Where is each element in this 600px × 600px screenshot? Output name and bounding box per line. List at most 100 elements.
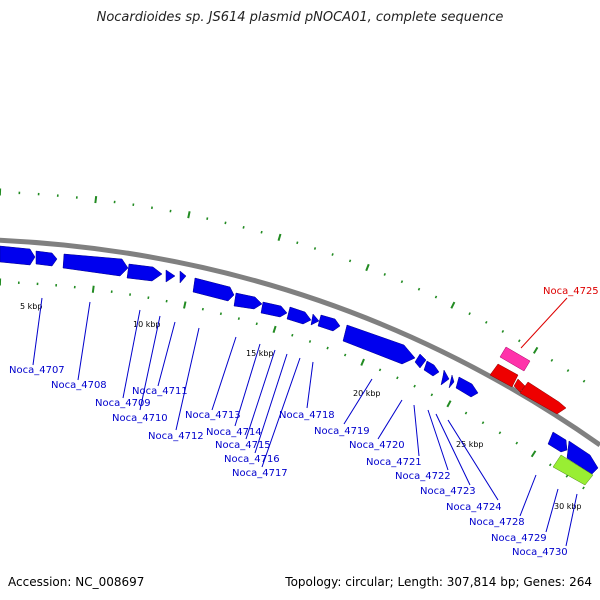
scale-label: 30 kbp <box>554 502 582 511</box>
gene-label[interactable]: Noca_4707 <box>9 365 65 376</box>
scale-label: 5 kbp <box>20 302 42 311</box>
leader-line <box>139 315 161 411</box>
leader-line <box>254 353 288 454</box>
green-feature[interactable] <box>552 454 594 486</box>
leader-line <box>32 297 43 366</box>
scale-tick <box>485 320 488 324</box>
scale-tick <box>548 463 552 467</box>
gene-arrow[interactable] <box>519 381 567 415</box>
gene-arrow[interactable] <box>260 301 288 318</box>
scale-tick <box>582 379 586 383</box>
scale-tick <box>242 226 245 229</box>
gene-arrow[interactable] <box>286 306 312 325</box>
scale-tick <box>296 241 299 245</box>
scale-tick <box>237 317 240 320</box>
scale-tick <box>291 333 294 337</box>
scale-tick <box>413 384 416 388</box>
topology-stats: Topology: circular; Length: 307,814 bp; … <box>285 575 592 589</box>
scale-tick <box>498 431 502 435</box>
gene-label[interactable]: Noca_4729 <box>491 533 547 544</box>
scale-tick <box>566 369 570 373</box>
scale-tick <box>331 253 334 256</box>
map-title: Nocardioides sp. JS614 plasmid pNOCA01, … <box>96 10 504 25</box>
gene-label[interactable]: Noca_4719 <box>314 426 370 437</box>
gene-arrow[interactable] <box>310 313 320 326</box>
scale-tick <box>308 340 312 343</box>
accession-text: Accession: NC_008697 <box>8 575 145 589</box>
gene-arrow[interactable] <box>547 431 568 453</box>
leader-line <box>565 493 578 547</box>
gene-arrow[interactable] <box>317 314 341 332</box>
gene-arrow[interactable] <box>489 363 519 388</box>
gene-arrow[interactable] <box>126 263 163 282</box>
gene-arrow[interactable] <box>448 374 455 389</box>
label-leader-lines <box>32 297 578 547</box>
scale-tick <box>277 233 282 241</box>
scale-tick <box>515 441 519 445</box>
scale-tick <box>430 393 434 397</box>
leader-line <box>234 343 261 427</box>
scale-tick <box>446 400 452 408</box>
gene-label[interactable]: Noca_4717 <box>232 468 288 479</box>
gene-arrow[interactable] <box>414 353 427 369</box>
gene-label[interactable]: Noca_4730 <box>512 547 568 558</box>
gene-label[interactable]: Noca_4709 <box>95 398 151 409</box>
gene-label[interactable]: Noca_4722 <box>395 471 451 482</box>
gene-arrow[interactable] <box>179 270 187 284</box>
gene-label[interactable]: Noca_4715 <box>215 440 271 451</box>
scale-tick <box>434 295 438 299</box>
scale-tick <box>517 339 521 343</box>
gene-arrow[interactable] <box>423 360 440 377</box>
gene-label[interactable]: Noca_4728 <box>469 517 525 528</box>
gene-arrow[interactable] <box>566 440 599 475</box>
gene-label[interactable]: Noca_4713 <box>185 410 241 421</box>
leader-line <box>545 488 559 533</box>
inner-scale-ring <box>0 278 585 490</box>
gene-arrow[interactable] <box>62 253 129 277</box>
gene-arrow[interactable] <box>192 277 235 302</box>
gene-label[interactable]: Noca_4711 <box>132 386 188 397</box>
pink-feature[interactable] <box>499 346 531 372</box>
scale-tick <box>94 195 98 204</box>
gene-arrow[interactable] <box>165 269 176 283</box>
leader-line <box>427 409 449 471</box>
leader-line <box>157 321 176 387</box>
leader-line <box>377 399 403 440</box>
scale-label: 25 kbp <box>456 440 484 449</box>
scale-tick <box>365 263 370 272</box>
scale-tick <box>313 247 317 250</box>
leader-line <box>175 327 200 431</box>
gene-arrow[interactable] <box>0 245 36 266</box>
gene-label[interactable]: Noca_4708 <box>51 380 107 391</box>
gene-arrow[interactable] <box>233 292 263 310</box>
scale-tick <box>201 307 204 311</box>
gene-arrow[interactable] <box>440 369 450 386</box>
gene-label[interactable]: Noca_4710 <box>112 413 168 424</box>
backbone-arc <box>0 237 600 448</box>
scale-tick <box>481 421 485 425</box>
gene-label[interactable]: Noca_4712 <box>148 431 204 442</box>
leader-line <box>343 378 373 425</box>
gene-label[interactable]: Noca_4720 <box>349 440 405 451</box>
scale-tick <box>468 312 471 316</box>
scale-tick <box>378 368 382 372</box>
gene-arrow[interactable] <box>35 250 58 267</box>
scale-tick <box>417 287 421 291</box>
scale-tick <box>360 358 365 366</box>
gene-label[interactable]: Noca_4714 <box>206 427 262 438</box>
gene-label[interactable]: Noca_4718 <box>279 410 335 421</box>
gene-label[interactable]: Noca_4721 <box>366 457 422 468</box>
gene-label-red[interactable]: Noca_4725 <box>543 286 599 297</box>
gene-label[interactable]: Noca_4716 <box>224 454 280 465</box>
gene-arrow[interactable] <box>455 376 479 398</box>
gene-label[interactable]: Noca_4723 <box>420 486 476 497</box>
gene-label[interactable]: Noca_4724 <box>446 502 502 513</box>
scale-tick <box>343 353 347 357</box>
gene-arrow[interactable] <box>342 324 416 365</box>
scale-labels: 5 kbp 10 kbp 15 kbp 20 kbp 25 kbp 30 kbp <box>20 302 582 511</box>
leader-line <box>122 309 141 399</box>
gene-arrow[interactable] <box>513 378 526 393</box>
scale-tick <box>565 474 569 478</box>
scale-tick <box>255 322 258 326</box>
